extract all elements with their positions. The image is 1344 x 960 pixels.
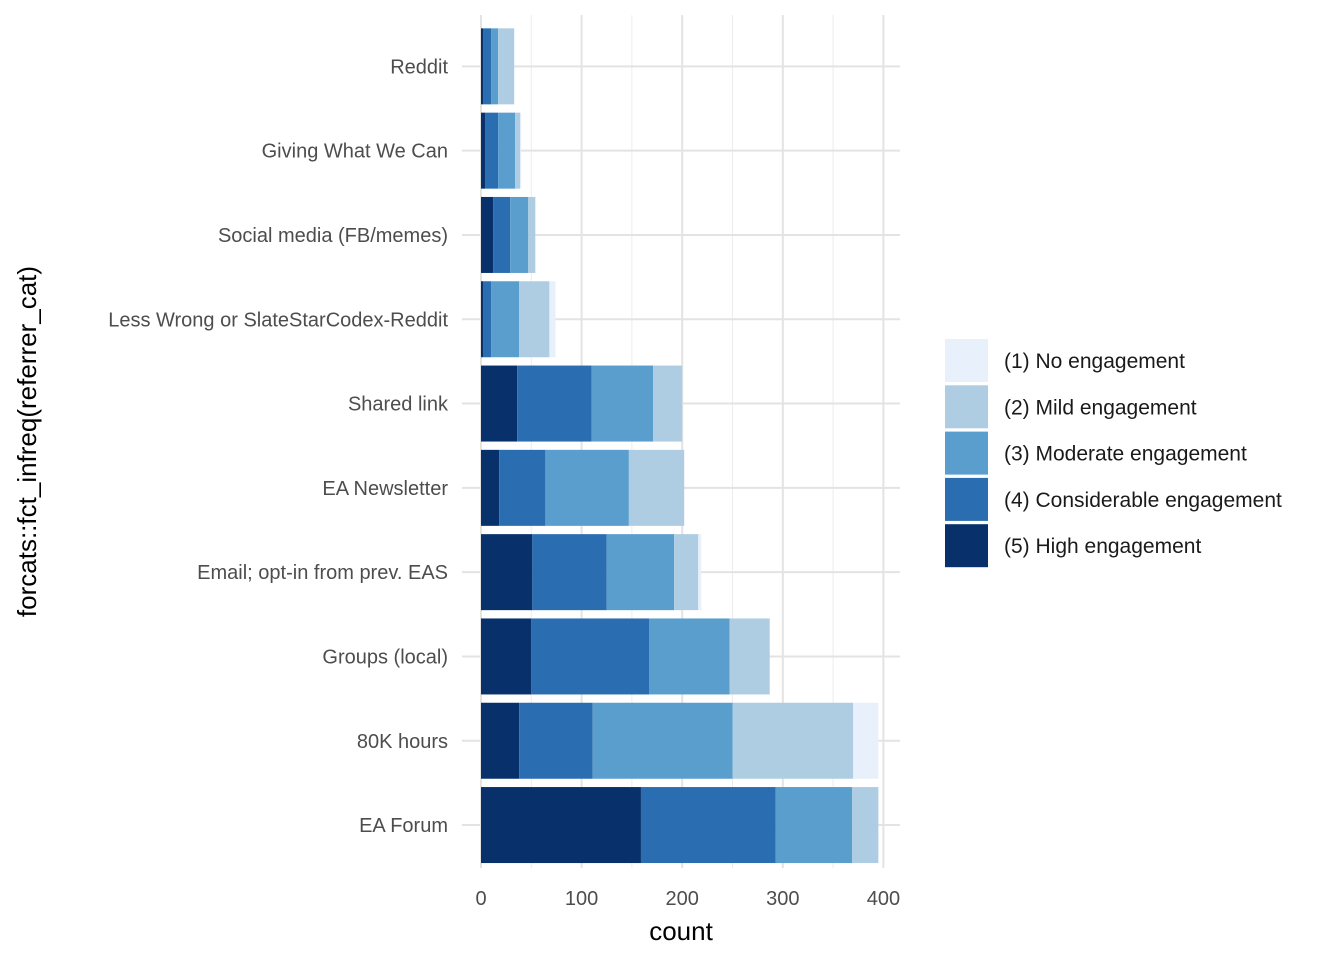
x-tick-label: 400 [867, 888, 900, 910]
x-tick-label: 0 [475, 888, 486, 910]
bar-segment [628, 449, 685, 526]
bar-segment [481, 618, 532, 695]
legend-swatch [945, 385, 988, 429]
y-tick-label: Less Wrong or SlateStarCodex-Reddit [108, 309, 448, 331]
legend-label: (3) Moderate engagement [1004, 443, 1247, 466]
legend-label: (4) Considerable engagement [1004, 489, 1282, 512]
y-axis-tick-labels: Reddit Giving What We Can Social media (FB… [108, 56, 449, 837]
bar-segment [485, 112, 499, 189]
x-axis-tick-labels: 0 100 200 300 400 [475, 888, 900, 910]
bar-segment [481, 281, 484, 358]
bar-segment [510, 196, 529, 273]
bar-segment [498, 28, 515, 105]
bar-segment [515, 112, 521, 189]
bar-segment [481, 534, 533, 611]
bar-segment [519, 702, 593, 779]
bar-segment [698, 534, 702, 611]
legend-label: (5) High engagement [1004, 535, 1201, 558]
bar-segment [592, 702, 733, 779]
y-tick-label: Email; opt-in from prev. EAS [197, 562, 448, 584]
bar-segment [517, 365, 592, 442]
bar-segment [481, 196, 494, 273]
y-axis-title: forcats::fct_infreq(referrer_cat) [12, 266, 42, 617]
bar-segment [481, 787, 641, 864]
bar-segment [853, 702, 879, 779]
bar-segment [775, 787, 853, 864]
bar-segment [653, 365, 683, 442]
legend-swatch [945, 431, 988, 475]
bar-segment [493, 196, 511, 273]
y-tick-label: EA Newsletter [322, 478, 448, 500]
x-tick-label: 200 [666, 888, 699, 910]
y-tick-label: Reddit [390, 56, 448, 78]
bar-segment [591, 365, 654, 442]
bar-segment [528, 196, 536, 273]
legend-swatch [945, 339, 988, 382]
x-tick-label: 100 [565, 888, 598, 910]
legend-swatch [945, 477, 988, 521]
bar-segment [481, 28, 484, 105]
x-tick-label: 300 [766, 888, 799, 910]
bar-segment [549, 281, 556, 358]
bar-segment [729, 618, 770, 695]
bar-segment [674, 534, 699, 611]
bar-segment [491, 281, 520, 358]
bar-segment [481, 702, 520, 779]
y-tick-label: Giving What We Can [262, 141, 448, 163]
bar-segment [481, 449, 500, 526]
bar-segment [481, 112, 486, 189]
bar-segment [520, 112, 522, 189]
legend-label: (2) Mild engagement [1004, 396, 1197, 419]
legend-label: (1) No engagement [1004, 350, 1185, 373]
y-tick-label: 80K hours [357, 731, 448, 753]
y-tick-label: Shared link [348, 394, 449, 416]
y-tick-label: Social media (FB/memes) [218, 225, 448, 247]
bar-segment [532, 534, 607, 611]
y-tick-label: Groups (local) [322, 646, 448, 668]
bar-segment [732, 702, 854, 779]
bar-segment [498, 112, 516, 189]
bar-segment [519, 281, 550, 358]
bar-segment [640, 787, 776, 864]
bars [481, 28, 879, 864]
bar-segment [649, 618, 730, 695]
bar-segment [499, 449, 546, 526]
y-tick-label: EA Forum [359, 815, 448, 837]
bar-segment [545, 449, 629, 526]
bar-segment [491, 28, 499, 105]
bar-segment [483, 281, 492, 358]
x-axis-title: count [649, 916, 713, 946]
legend-swatch [945, 524, 988, 568]
legend: (1) No engagement (2) Mild engagement (3) … [945, 339, 1282, 568]
bar-segment [483, 28, 492, 105]
bar-segment [481, 365, 518, 442]
bar-segment [852, 787, 879, 864]
bar-segment [531, 618, 650, 695]
bar-segment [606, 534, 675, 611]
